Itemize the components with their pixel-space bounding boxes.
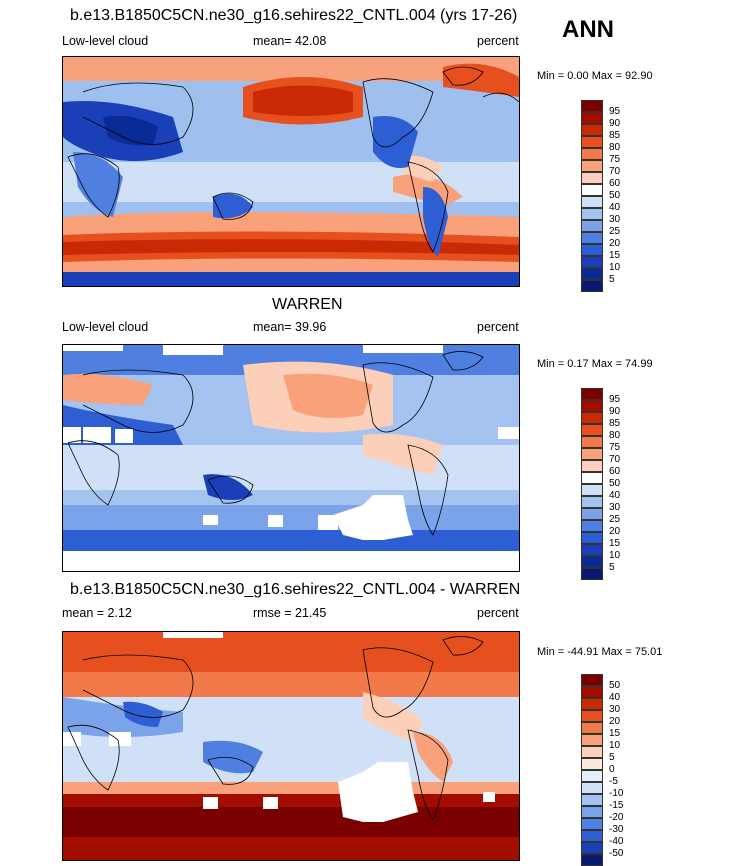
colorbar-label: -30 [609,824,624,835]
colorbar-label: 90 [609,118,621,129]
colorbar-label: 30 [609,502,621,513]
colorbar-label: -20 [609,812,624,823]
colorbar-label: 60 [609,178,621,189]
colorbar-label: 95 [609,394,621,405]
panel3-units-label: percent [477,606,519,620]
colorbar-label: -40 [609,836,624,847]
colorbar-label: 70 [609,454,621,465]
panel3-minmax: Min = -44.91 Max = 75.01 [537,646,663,658]
colorbar-label: -5 [609,776,618,787]
panel1-minmax: Min = 0.00 Max = 92.90 [537,70,653,82]
colorbar-label: 20 [609,716,621,727]
panel1-variable-label: Low-level cloud [62,34,149,48]
colorbar-label: 30 [609,214,621,225]
colorbar-label: 30 [609,704,621,715]
panel2-mean-label: mean= 39.96 [253,320,327,334]
colorbar-label: 75 [609,442,621,453]
panel1-map-svg [63,57,519,286]
colorbar-label: 75 [609,154,621,165]
colorbar-label: 60 [609,466,621,477]
colorbar-label: 5 [609,752,615,763]
panel3-title: b.e13.B1850C5CN.ne30_g16.sehires22_CNTL.… [70,581,521,598]
colorbar-label: 5 [609,274,615,285]
colorbar-label: -10 [609,788,624,799]
colorbar-label: 0 [609,764,615,775]
colorbar-label: 40 [609,490,621,501]
colorbar-label: 70 [609,166,621,177]
colorbar-label: -15 [609,800,624,811]
colorbar-label: 25 [609,514,621,525]
panel1-units-label: percent [477,34,519,48]
panel1-title: b.e13.B1850C5CN.ne30_g16.sehires22_CNTL.… [70,7,518,24]
panel3-map-svg [63,632,519,860]
colorbar-label: 80 [609,142,621,153]
colorbar-label: 10 [609,550,621,561]
colorbar-label: 50 [609,190,621,201]
colorbar-label: 50 [609,478,621,489]
colorbar-label: 15 [609,250,621,261]
panel2-variable-label: Low-level cloud [62,320,149,334]
colorbar-label: 15 [609,538,621,549]
colorbar-label: 5 [609,562,615,573]
panel3-mean-label: mean = 2.12 [62,606,132,620]
colorbar-label: 80 [609,430,621,441]
colorbar-label: 20 [609,526,621,537]
colorbar-label: 25 [609,226,621,237]
panel1-map [62,56,520,287]
colorbar-label: 50 [609,680,621,691]
panel1-mean-label: mean= 42.08 [253,34,327,48]
colorbar-label: 85 [609,130,621,141]
colorbar-label: 40 [609,202,621,213]
panel2-minmax: Min = 0.17 Max = 74.99 [537,358,653,370]
panel3-map [62,631,520,861]
colorbar-label: 10 [609,262,621,273]
colorbar-label: 20 [609,238,621,249]
colorbar-label: 95 [609,106,621,117]
panel2-map [62,344,520,572]
panel2-title: WARREN [272,296,343,313]
season-label: ANN [562,16,614,43]
colorbar-label: 40 [609,692,621,703]
colorbar-label: 10 [609,740,621,751]
colorbar-label: 15 [609,728,621,739]
colorbar-label: 85 [609,418,621,429]
colorbar-label: -50 [609,848,624,859]
panel2-units-label: percent [477,320,519,334]
panel3-rmse-label: rmse = 21.45 [253,606,327,620]
panel2-map-svg [63,345,519,571]
colorbar-label: 90 [609,406,621,417]
